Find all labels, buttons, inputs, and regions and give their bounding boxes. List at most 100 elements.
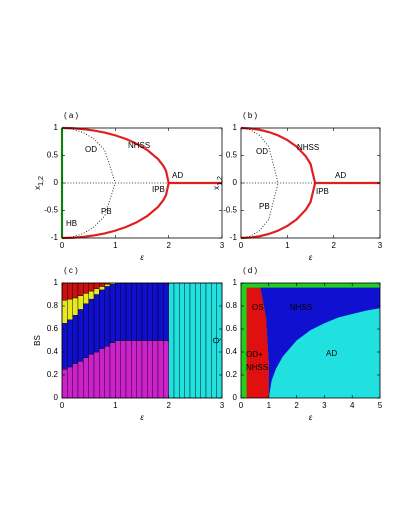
bar-segment [163, 282, 169, 341]
annotation: HB [66, 219, 77, 228]
bar-segment [104, 346, 111, 399]
annotation: OD+ [246, 350, 263, 359]
bar-segment [205, 282, 212, 399]
x-tick-label: 3 [378, 241, 383, 250]
bar-segment [131, 340, 137, 399]
y-axis-label: Q [212, 337, 221, 343]
bar-segment [83, 357, 89, 399]
y-tick-label: 0.2 [47, 370, 59, 379]
x-tick-label: 1 [113, 241, 118, 250]
line [61, 182, 116, 239]
annotation: NHSS [128, 141, 150, 150]
x-tick-label: 0 [239, 401, 244, 410]
region [268, 308, 380, 398]
bar-segment [99, 348, 105, 399]
x-tick-label: 2 [294, 401, 299, 410]
panel-label: ( b ) [243, 111, 258, 120]
bar-segment [136, 340, 143, 399]
annotation: AD [172, 171, 183, 180]
bar-segment [88, 290, 95, 300]
y-tick-label: 0.2 [226, 370, 238, 379]
bar-segment [184, 282, 191, 399]
bar-segment [157, 282, 164, 341]
bar-segment [99, 282, 105, 287]
bar-segment [61, 300, 68, 324]
y-tick-label: 0 [54, 178, 59, 187]
x-tick-label: 4 [350, 401, 355, 410]
bar-segment [77, 282, 84, 296]
bar-segment [88, 354, 95, 399]
y-tick-label: 0.4 [226, 347, 238, 356]
panel: 0 1 2 3 4 5 0 0.2 0.4 0.6 0.8 1 ( d ) ε Q OS NHSS AD OD+ NH… [212, 266, 383, 422]
panel: 0 1 2 3 0 0.2 0.4 0.6 0.8 1 ( c ) ε BS [33, 266, 225, 422]
bar-segment [72, 315, 79, 364]
bar-segment [109, 283, 116, 343]
x-tick-label: 3 [220, 241, 225, 250]
bar-segment [131, 282, 137, 341]
bar-segment [152, 340, 159, 399]
y-tick-label: 0.6 [47, 324, 59, 333]
panel-label: ( a ) [64, 111, 79, 120]
bar-segment [179, 282, 185, 399]
x-tick-label: 2 [166, 401, 171, 410]
bar-segment [83, 282, 89, 294]
annotation: NHSS [290, 303, 312, 312]
bar-segment [61, 282, 68, 301]
annotation: OD [256, 147, 268, 156]
panel: 0 1 2 3 -1 -0.5 0 0.5 1 ( b ) ε x1,2 OD NHSS AD IPB PB [212, 111, 383, 262]
bar-segment [157, 340, 164, 399]
bar-segment [115, 282, 121, 341]
bar-segment [195, 282, 201, 399]
bar-segment [61, 369, 68, 399]
bar-segment [109, 342, 116, 399]
y-axis-label-text: x [33, 186, 42, 190]
line [61, 182, 170, 240]
x-tick-label: 2 [331, 241, 336, 250]
y-axis-label-text: Q [212, 337, 221, 343]
bar-segment [173, 282, 180, 399]
plot-area [241, 283, 380, 398]
bar-segment [83, 303, 89, 358]
x-tick-label: 1 [285, 241, 290, 250]
line [240, 127, 279, 184]
y-tick-label: 0.4 [47, 347, 59, 356]
y-tick-label: 0 [54, 393, 59, 402]
bar-segment [67, 282, 73, 300]
bar-segment [147, 340, 153, 399]
y-axis-label-subscript: 1,2 [38, 176, 45, 186]
axes-frame [61, 282, 223, 399]
panel-label: ( c ) [64, 266, 78, 275]
x-tick-label: 2 [166, 241, 171, 250]
y-tick-label: 0.5 [47, 151, 59, 160]
y-tick-label: 0.5 [226, 151, 238, 160]
y-tick-label: 1 [233, 278, 238, 287]
y-tick-label: 1 [233, 123, 238, 132]
line [240, 182, 317, 240]
bar-segment [67, 319, 73, 368]
axes-frame [240, 282, 381, 399]
annotation: PB [101, 207, 112, 216]
y-tick-label: 0.6 [226, 324, 238, 333]
bar-segment [125, 282, 132, 341]
bar-segment [88, 282, 95, 292]
bar-segment [163, 340, 169, 399]
y-tick-label: 0 [233, 393, 238, 402]
y-tick-label: 0 [233, 178, 238, 187]
y-axis-label-text: x [212, 186, 221, 190]
annotation: PB [259, 202, 270, 211]
bar-segment [120, 282, 127, 341]
bar-segment [77, 361, 84, 399]
bar-segment [72, 363, 79, 399]
bar-segment [67, 298, 73, 321]
x-tick-label: 0 [239, 241, 244, 250]
x-axis-label: ε [309, 253, 313, 262]
bar-segment [136, 282, 143, 341]
y-axis-label: x1,2 [33, 176, 45, 190]
bar-segment [120, 340, 127, 399]
bar-segment [141, 282, 148, 341]
y-tick-label: -0.5 [44, 206, 58, 215]
annotation: IPB [316, 187, 329, 196]
bar-segment [72, 282, 79, 299]
